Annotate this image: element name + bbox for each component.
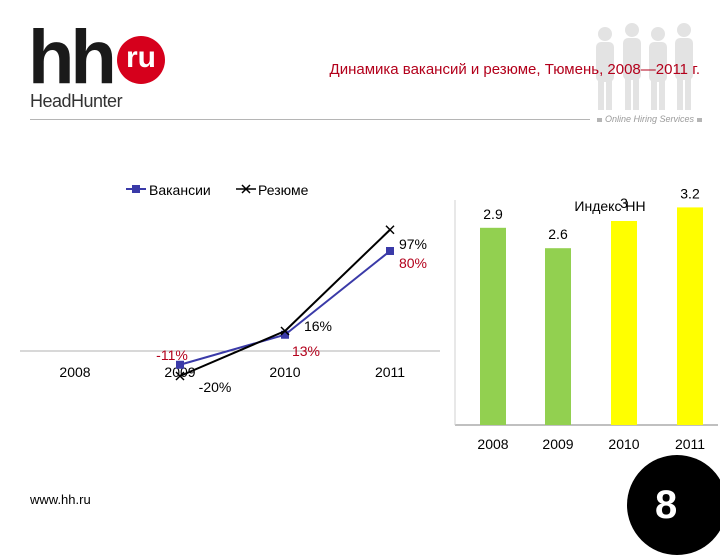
bar-x-tick-label: 2010 (608, 436, 639, 452)
resumes-value-label: 16% (304, 318, 332, 334)
tagline: Online Hiring Services (594, 114, 705, 124)
resumes-value-label: 97% (399, 236, 427, 252)
index-bar-2008 (480, 227, 506, 425)
resumes-point (280, 326, 290, 336)
logo-ru-badge: ru (117, 36, 165, 84)
footer-url: www.hh.ru (30, 492, 91, 507)
index-bar-2011 (677, 207, 703, 425)
bar-chart: Индекс HH 2.9 2008 2.6 2009 3 2010 3.2 2011 (454, 185, 718, 452)
bar-x-tick-label: 2008 (477, 436, 508, 452)
bar-value-label: 2.6 (548, 226, 568, 242)
logo-subtitle: HeadHunter (30, 91, 123, 111)
vacancies-value-label: -11% (156, 347, 188, 363)
line-x-tick-label: 2008 (59, 364, 90, 380)
vacancies-point (386, 247, 394, 255)
vacancies-point (176, 360, 184, 369)
vacancies-value-label: 13% (292, 343, 320, 359)
bar-value-label: 3.2 (680, 185, 700, 201)
line-x-tick-label: 2010 (269, 364, 300, 380)
legend-vacancies-marker (132, 185, 140, 193)
line-chart-legend: Вакансии Резюме (126, 182, 309, 198)
line-x-tick-label: 2011 (375, 364, 405, 380)
bar-value-label: 2.9 (483, 206, 503, 222)
page-number-badge: 8 (627, 455, 720, 555)
line-chart: 2008 2009 2010 2011 -11% 13% 80% -20% 16% 97% Вака… (20, 182, 440, 395)
index-bar-2009 (545, 248, 571, 425)
resumes-point (175, 371, 185, 381)
line-x-tick-label: 2009 (164, 364, 195, 380)
people-silhouettes-icon (596, 23, 693, 110)
vacancies-value-label: 80% (399, 255, 427, 271)
legend-resumes-marker (241, 184, 251, 194)
header-divider (30, 119, 590, 120)
bar-x-tick-label: 2011 (675, 436, 705, 452)
logo-hh: hh (28, 15, 117, 100)
bar-x-tick-label: 2009 (542, 436, 573, 452)
page-title: Динамика вакансий и резюме, Тюмень, 2008… (329, 61, 700, 78)
vacancies-point (281, 330, 289, 339)
legend-resumes-label: Резюме (258, 182, 309, 198)
tagline-text: Online Hiring Services (605, 114, 695, 124)
resumes-value-label: -20% (199, 379, 232, 395)
legend-vacancies-label: Вакансии (149, 182, 211, 198)
bar-value-label: 3 (620, 195, 628, 211)
bar-chart-title: Индекс HH (574, 198, 645, 214)
index-bar-2010 (611, 221, 637, 425)
resumes-point (385, 225, 395, 235)
